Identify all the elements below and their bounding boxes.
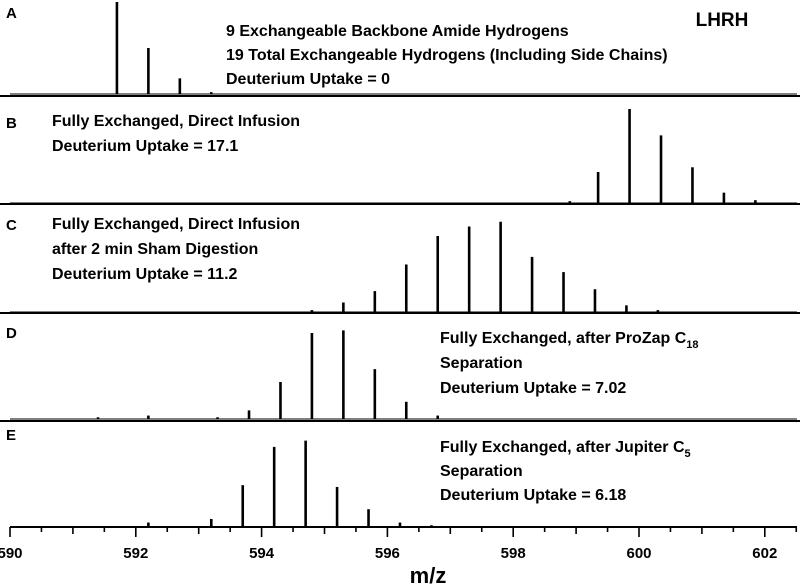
x-tick-label: 592 <box>123 545 148 562</box>
panel-annotation: Fully Exchanged, Direct Infusion <box>52 216 300 233</box>
panel-label: A <box>6 5 17 22</box>
x-axis-title: m/z <box>410 563 447 588</box>
panel-c: C Fully Exchanged, Direct Infusion after 2… <box>6 216 797 313</box>
x-tick-label: 596 <box>375 545 400 562</box>
panel-e: E Fully Exchanged, after Jupiter C5 Separa… <box>6 427 691 527</box>
annotation-subscript: 18 <box>686 339 698 351</box>
panel-label: E <box>6 427 16 444</box>
panel-annotation: Fully Exchanged, Direct Infusion <box>52 113 300 130</box>
panel-label: C <box>6 217 17 234</box>
panel-annotation: Separation <box>440 463 523 480</box>
peptide-label: LHRH <box>696 10 749 31</box>
annotation-subscript: 5 <box>685 448 691 460</box>
panel-b: B Fully Exchanged, Direct Infusion Deuteri… <box>6 109 797 204</box>
panel-label: B <box>6 115 17 132</box>
panel-annotation: 9 Exchangeable Backbone Amide Hydrogens <box>226 23 569 40</box>
panel-annotation: Fully Exchanged, after Jupiter C5 <box>440 439 691 460</box>
panel-annotation: Deuterium Uptake = 0 <box>226 71 390 88</box>
panel-annotation: Deuterium Uptake = 11.2 <box>52 266 238 283</box>
x-tick-label: 598 <box>501 545 526 562</box>
panel-annotation: Deuterium Uptake = 17.1 <box>52 138 238 155</box>
panel-annotation: Separation <box>440 355 523 372</box>
panel-a: A 9 Exchangeable Backbone Amide Hydrogens… <box>6 2 797 95</box>
panel-d: D Fully Exchanged, after ProZap C18 Separa… <box>6 325 797 420</box>
x-tick-label: 602 <box>752 545 777 562</box>
x-axis: 590 592 594 596 598 600 602 m/z <box>0 526 798 588</box>
panel-annotation: Fully Exchanged, after ProZap C18 <box>440 330 699 351</box>
x-tick-label: 594 <box>249 545 275 562</box>
panel-label: D <box>6 325 17 342</box>
x-tick-label: 600 <box>626 545 651 562</box>
panel-annotation: after 2 min Sham Digestion <box>52 241 258 258</box>
panel-annotation: Deuterium Uptake = 6.18 <box>440 487 626 504</box>
panel-annotation: 19 Total Exchangeable Hydrogens (Includi… <box>226 47 668 64</box>
panel-annotation: Deuterium Uptake = 7.02 <box>440 380 626 397</box>
x-tick-label: 590 <box>0 545 23 562</box>
